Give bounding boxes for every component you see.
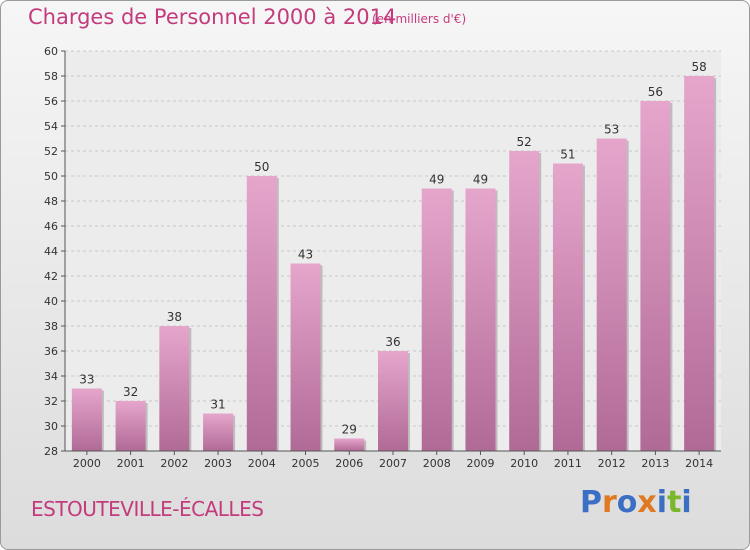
bar-2000	[71, 388, 102, 451]
logo-letter: x	[637, 485, 657, 520]
chart-subtitle: (en milliers d'€)	[372, 12, 467, 26]
y-tick-label: 28	[44, 445, 58, 458]
bar-value-label: 49	[473, 173, 488, 187]
bar-value-label: 58	[691, 60, 706, 74]
bar-value-label: 51	[560, 148, 575, 162]
y-tick-label: 38	[44, 320, 58, 333]
y-tick-label: 54	[44, 120, 58, 133]
x-tick-label: 2009	[466, 457, 494, 470]
x-tick-label: 2006	[335, 457, 363, 470]
y-tick-label: 46	[44, 220, 58, 233]
x-tick-label: 2005	[292, 457, 320, 470]
bar-2001	[115, 401, 146, 451]
y-tick-label: 44	[44, 245, 58, 258]
x-tick-label: 2014	[685, 457, 713, 470]
bar-value-label: 31	[210, 398, 225, 412]
x-tick-label: 2001	[117, 457, 145, 470]
y-tick-label: 56	[44, 95, 58, 108]
commune-name: ESTOUTEVILLE-ÉCALLES	[31, 497, 264, 521]
bar-2005	[290, 263, 321, 451]
bar-2003	[203, 413, 234, 451]
y-tick-label: 30	[44, 420, 58, 433]
axes-group: 28 30 32 34 36 38 40 42 44 46 48 50 52 54 56 58 60 2000 20…	[44, 45, 721, 470]
bar-value-label: 29	[342, 423, 357, 437]
y-tick-label: 50	[44, 170, 58, 183]
bar-value-label: 53	[604, 123, 619, 137]
bar-value-label: 56	[648, 85, 663, 99]
bar-value-label: 32	[123, 385, 138, 399]
bar-value-label: 38	[167, 310, 182, 324]
x-tick-label: 2002	[160, 457, 188, 470]
bar-2008	[421, 188, 452, 451]
bar-2010	[509, 151, 540, 451]
y-tick-label: 60	[44, 45, 58, 58]
y-tick-label: 34	[44, 370, 58, 383]
chart-title: Charges de Personnel 2000 à 2014	[28, 5, 397, 29]
bar-2002	[159, 326, 190, 451]
x-tick-label: 2003	[204, 457, 232, 470]
bar-2011	[552, 163, 583, 451]
x-tick-label: 2011	[554, 457, 582, 470]
x-tick-label: 2007	[379, 457, 407, 470]
logo-letter: P	[580, 485, 602, 520]
x-tick-label: 2012	[598, 457, 626, 470]
x-tick-label: 2008	[423, 457, 451, 470]
bar-value-label: 49	[429, 173, 444, 187]
bar-2009	[465, 188, 496, 451]
bar-2013	[640, 101, 671, 451]
y-tick-label: 52	[44, 145, 58, 158]
y-tick-label: 40	[44, 295, 58, 308]
proxiti-logo[interactable]: Proxiti	[580, 485, 692, 520]
y-tick-label: 58	[44, 70, 58, 83]
bar-2006	[334, 438, 365, 451]
y-tick-label: 48	[44, 195, 58, 208]
x-tick-label: 2010	[510, 457, 538, 470]
logo-letter: r	[602, 485, 617, 520]
bar-value-label: 33	[79, 373, 94, 387]
bar-2012	[596, 138, 627, 451]
bar-value-label: 43	[298, 248, 313, 262]
x-tick-label: 2013	[641, 457, 669, 470]
y-tick-label: 36	[44, 345, 58, 358]
bar-2004	[246, 176, 277, 451]
bar-value-label: 52	[517, 135, 532, 149]
bar-2007	[378, 351, 408, 451]
logo-letter: i	[681, 485, 692, 520]
bar-2014	[684, 76, 715, 451]
bar-value-label: 36	[385, 335, 400, 349]
x-tick-label: 2004	[248, 457, 276, 470]
logo-letter: i	[656, 485, 668, 520]
logo-letter: o	[616, 485, 638, 520]
y-tick-label: 32	[44, 395, 58, 408]
x-tick-label: 2000	[73, 457, 101, 470]
bars-group: 33 32 38 31 50 43 29 36 49 49 52 51 53 56 58	[71, 60, 717, 451]
logo-letter: t	[667, 485, 682, 520]
y-tick-label: 42	[44, 270, 58, 283]
bar-value-label: 50	[254, 160, 269, 174]
